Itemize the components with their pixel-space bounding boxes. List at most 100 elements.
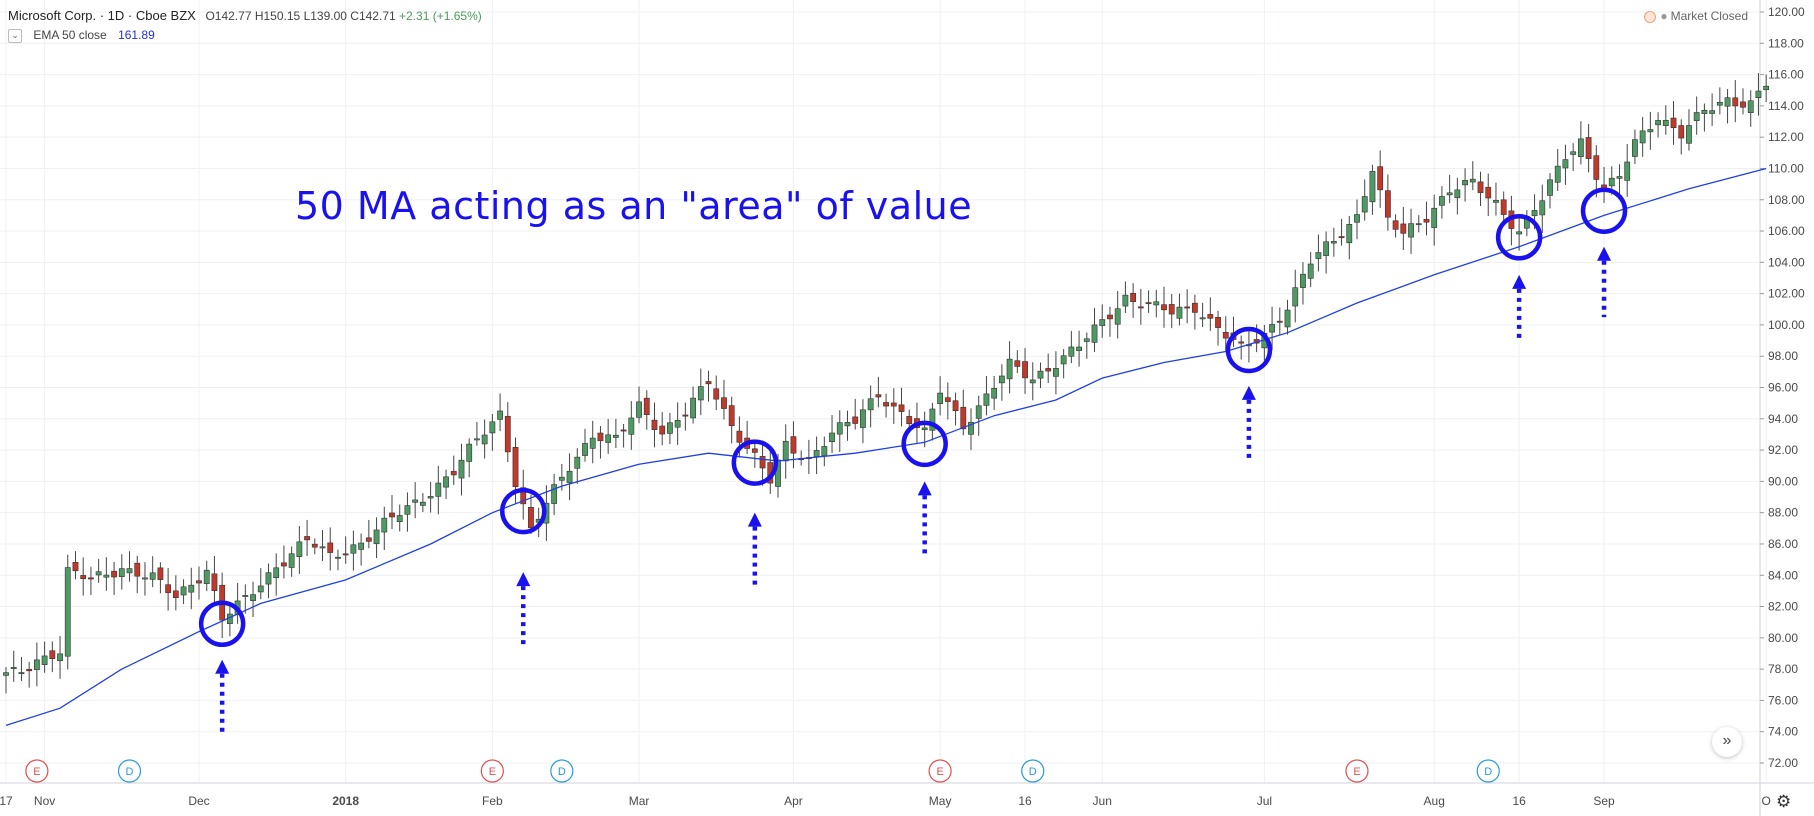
candle xyxy=(728,396,735,444)
symbol-legend[interactable]: Microsoft Corp. · 1D · Cboe BZX O142.77 … xyxy=(8,8,482,23)
candle-body xyxy=(821,446,828,456)
event-circle[interactable] xyxy=(928,759,952,783)
candle-body xyxy=(1145,302,1152,305)
candle-body xyxy=(1693,112,1700,122)
dividend-marker[interactable]: D xyxy=(117,759,142,783)
event-circle[interactable] xyxy=(1476,759,1500,783)
event-label: D xyxy=(1484,766,1492,778)
candle-body xyxy=(1269,324,1275,333)
candle xyxy=(1570,143,1577,171)
candle-body xyxy=(1716,101,1723,106)
chart-annotation: 50 MA acting as an "area" of value xyxy=(295,184,973,228)
candle-body xyxy=(551,484,558,504)
candle-body xyxy=(898,404,905,412)
candle-body xyxy=(1632,139,1638,157)
candle-body xyxy=(1709,110,1716,114)
candle xyxy=(265,563,272,599)
scroll-to-realtime-button[interactable]: » xyxy=(1712,727,1742,757)
candle xyxy=(396,504,403,532)
candle xyxy=(1686,109,1692,151)
candle-body xyxy=(1547,179,1553,196)
candle-body xyxy=(528,507,534,529)
candle xyxy=(1724,89,1731,124)
close-value: C142.71 xyxy=(350,9,396,23)
candle xyxy=(721,379,727,420)
candle-body xyxy=(960,406,967,430)
candle-body xyxy=(1184,306,1191,309)
dividend-marker[interactable]: D xyxy=(1476,759,1500,783)
candle xyxy=(1099,304,1106,338)
candle xyxy=(929,402,936,441)
candle xyxy=(597,426,604,459)
candle-body xyxy=(481,434,488,445)
candle xyxy=(520,469,527,520)
event-circle[interactable] xyxy=(1345,759,1369,783)
candle xyxy=(1037,362,1044,388)
candle-body xyxy=(682,414,689,417)
candle xyxy=(1632,129,1638,165)
candle-body xyxy=(342,553,349,556)
candle xyxy=(1423,201,1430,236)
ema-50-line xyxy=(5,167,1767,727)
candle xyxy=(852,398,859,430)
candle-body xyxy=(1307,263,1314,279)
candle-body xyxy=(304,536,310,541)
dividend-marker[interactable]: D xyxy=(550,759,574,783)
candle xyxy=(72,551,79,580)
earnings-marker[interactable]: E xyxy=(1345,759,1369,783)
event-circle[interactable] xyxy=(480,759,504,783)
candle-body xyxy=(1500,199,1507,215)
candle-body xyxy=(1585,137,1592,159)
event-circle[interactable] xyxy=(25,759,49,783)
candle xyxy=(1184,289,1191,324)
candle xyxy=(1516,214,1523,251)
x-tick-label: 17 xyxy=(0,794,13,808)
candle-body xyxy=(574,456,581,469)
candle xyxy=(682,402,689,431)
candle-body xyxy=(1531,210,1538,217)
arrow-head xyxy=(215,659,230,674)
candle-body xyxy=(196,580,202,584)
candle xyxy=(1593,145,1600,198)
event-circle[interactable] xyxy=(550,759,574,783)
y-tick-label: 102.00 xyxy=(1768,287,1805,301)
time-axis[interactable]: 17 Nov Dec 2018 Feb Mar Apr May 16 Jun Jul Aug 16 Sep… xyxy=(0,794,1771,808)
earnings-marker[interactable]: E xyxy=(25,759,49,783)
open-value: O142.77 xyxy=(205,9,252,23)
gear-icon[interactable]: ⚙ xyxy=(1776,792,1792,811)
symbol-title[interactable]: Microsoft Corp. · 1D · Cboe BZX xyxy=(8,8,196,23)
candle xyxy=(1554,149,1561,191)
event-label: D xyxy=(1029,766,1037,778)
y-tick-label: 86.00 xyxy=(1768,537,1798,551)
y-tick-label: 96.00 xyxy=(1768,381,1798,395)
arrow-head xyxy=(516,572,531,587)
arrow-head xyxy=(747,512,762,527)
event-circle[interactable] xyxy=(1021,759,1045,783)
candle xyxy=(829,415,835,453)
candle xyxy=(1415,215,1422,233)
event-circle[interactable] xyxy=(117,759,142,783)
indicator-legend[interactable]: ⌄ EMA 50 close 161.89 xyxy=(8,28,155,43)
candle-body xyxy=(643,397,650,415)
candle-body xyxy=(1377,166,1384,191)
earnings-marker[interactable]: E xyxy=(480,759,504,783)
candle-body xyxy=(1346,223,1353,244)
annotation-markers xyxy=(198,187,1628,735)
candle-body xyxy=(389,512,395,518)
candle-body xyxy=(1732,97,1739,107)
candle-body xyxy=(373,529,380,545)
x-tick-label: 16 xyxy=(1512,794,1526,808)
dividend-marker[interactable]: D xyxy=(1021,759,1045,783)
indicator-value: 161.89 xyxy=(118,28,155,42)
chevron-down-icon[interactable]: ⌄ xyxy=(8,28,22,43)
candle xyxy=(1485,173,1492,217)
candle-body xyxy=(489,421,496,434)
candle-body xyxy=(1639,130,1646,144)
candle-body xyxy=(265,572,272,585)
indicator-label[interactable]: EMA 50 close xyxy=(33,28,107,42)
candle-body xyxy=(566,470,573,483)
candle-body xyxy=(991,387,998,399)
earnings-marker[interactable]: E xyxy=(928,759,952,783)
